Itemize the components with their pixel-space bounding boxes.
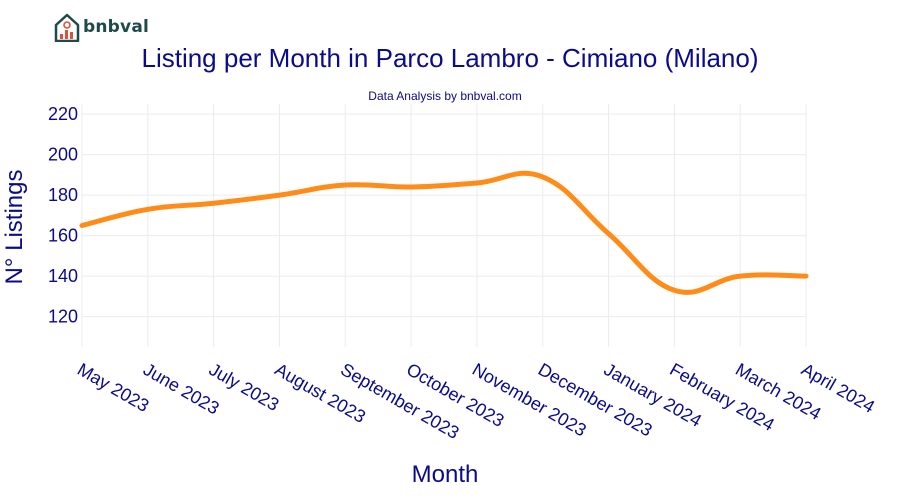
series-line xyxy=(79,170,809,295)
chart-title: Listing per Month in Parco Lambro - Cimi… xyxy=(141,43,759,73)
x-tick-label: December 2023 xyxy=(535,359,656,440)
x-tick-label: September 2023 xyxy=(337,359,462,443)
series-group xyxy=(79,170,809,295)
x-tick-label: May 2023 xyxy=(74,359,152,416)
y-tick-label: 160 xyxy=(48,226,78,246)
house-chart-logo-icon xyxy=(54,13,80,42)
y-axis-ticks: 120 140 160 180 200 220 xyxy=(48,104,78,327)
y-tick-label: 180 xyxy=(48,185,78,205)
y-tick-label: 140 xyxy=(48,266,78,286)
y-tick-label: 200 xyxy=(48,145,78,165)
x-tick-label: November 2023 xyxy=(469,359,590,440)
x-axis-title: Month xyxy=(412,461,479,488)
grid-lines xyxy=(81,104,807,347)
y-tick-label: 120 xyxy=(48,307,78,327)
brand-name: bnbval xyxy=(83,17,150,37)
brand-logo: bnbval xyxy=(54,12,149,42)
y-axis-title: N° Listings xyxy=(1,170,28,285)
chart-subtitle: Data Analysis by bnbval.com xyxy=(368,89,522,103)
y-tick-label: 220 xyxy=(48,104,78,124)
